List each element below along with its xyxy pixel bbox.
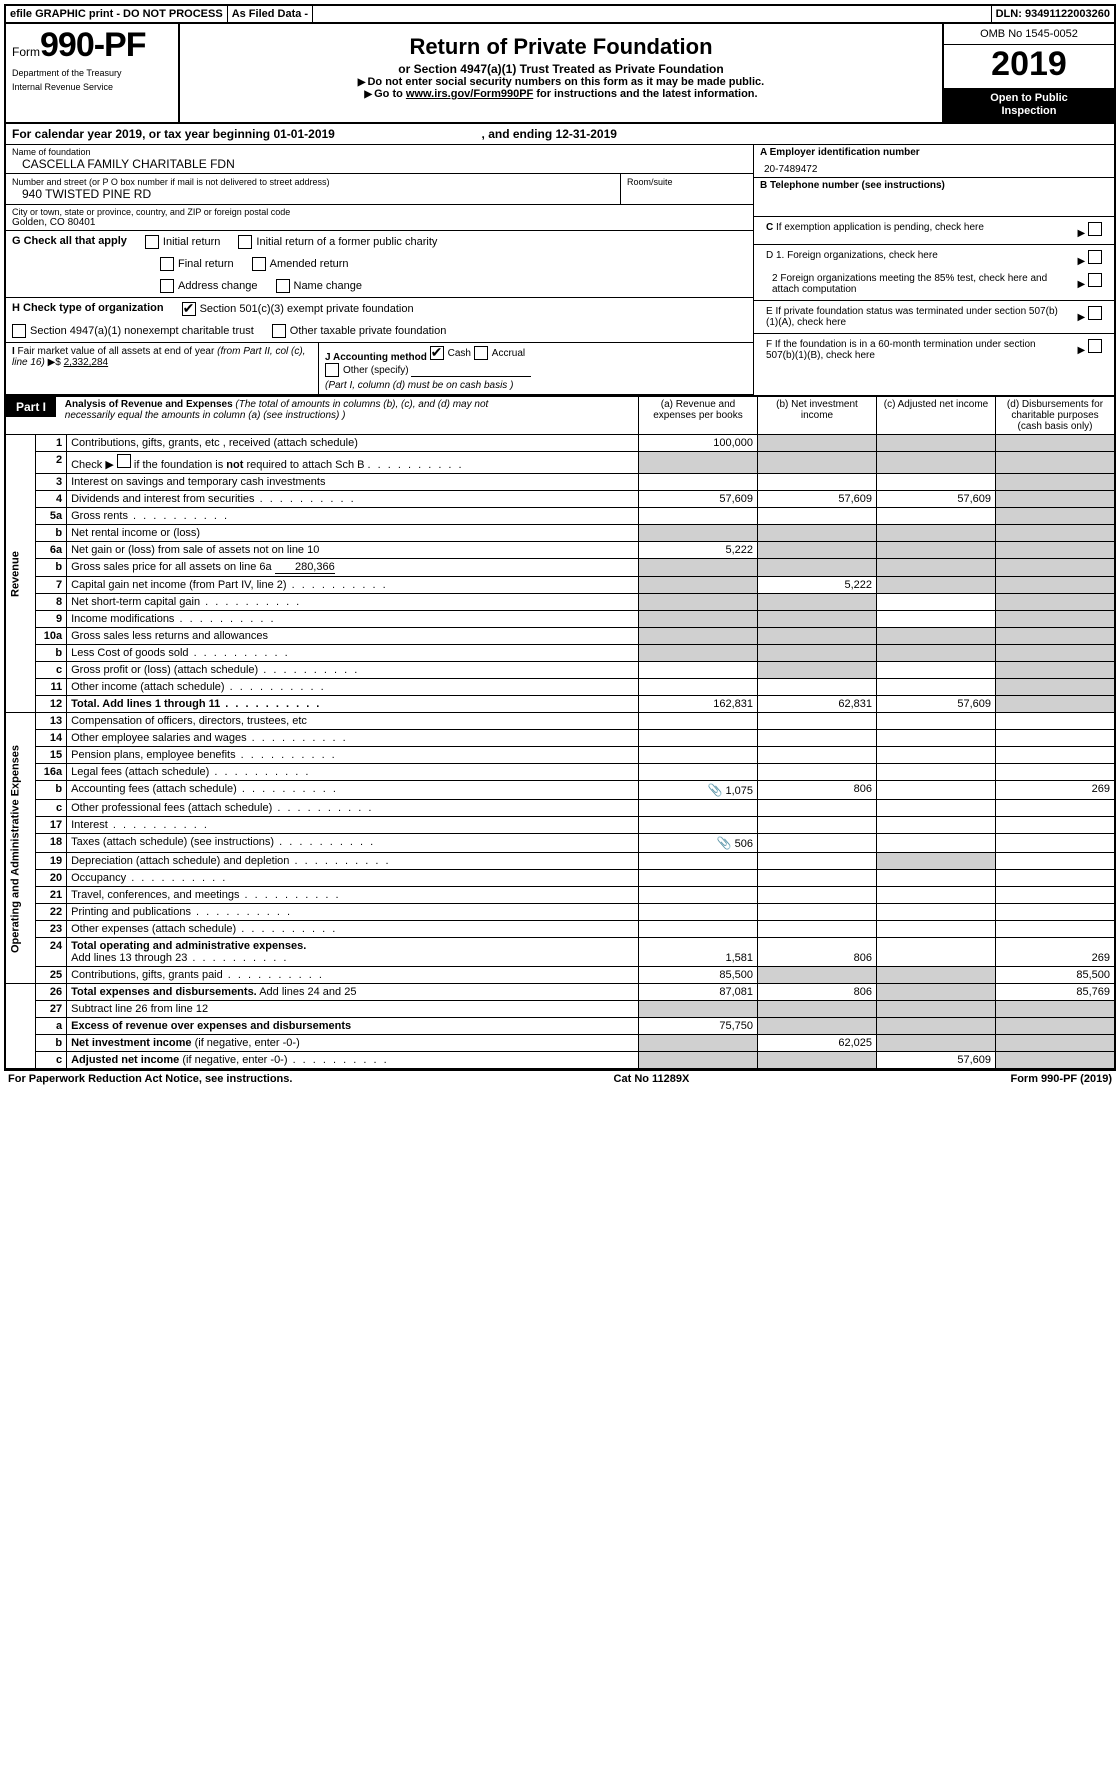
chk-address-change[interactable]: Address change xyxy=(160,279,258,293)
note-link: Go to www.irs.gov/Form990PF for instruct… xyxy=(186,88,936,100)
col-d-header: (d) Disbursements for charitable purpose… xyxy=(996,396,1116,435)
section-h: H Check type of organization Section 501… xyxy=(6,298,753,343)
asfiled-label: As Filed Data - xyxy=(228,6,313,22)
form-word: Form xyxy=(12,45,40,59)
top-spacer xyxy=(313,6,992,22)
section-e: E If private foundation status was termi… xyxy=(754,301,1114,334)
irs-link[interactable]: www.irs.gov/Form990PF xyxy=(406,88,533,100)
chk-schb[interactable] xyxy=(117,454,131,468)
part1-table: Part I Analysis of Revenue and Expenses … xyxy=(4,395,1116,1069)
chk-d2[interactable] xyxy=(1088,273,1102,287)
tax-year: 2019 xyxy=(944,45,1114,88)
efile-label: efile GRAPHIC print - DO NOT PROCESS xyxy=(6,6,228,22)
chk-other-taxable[interactable]: Other taxable private foundation xyxy=(272,324,447,338)
form-title: Return of Private Foundation xyxy=(186,34,936,60)
chk-4947a1[interactable]: Section 4947(a)(1) nonexempt charitable … xyxy=(12,324,254,338)
footer-center: Cat No 11289X xyxy=(614,1073,690,1085)
col-c-header: (c) Adjusted net income xyxy=(877,396,996,435)
form-header: Form990-PF Department of the Treasury In… xyxy=(4,24,1116,124)
header-center: Return of Private Foundation or Section … xyxy=(180,24,942,122)
section-c: C If exemption application is pending, c… xyxy=(754,217,1114,245)
chk-initial-former[interactable]: Initial return of a former public charit… xyxy=(238,235,437,249)
section-d: D 1. Foreign organizations, check here▶ … xyxy=(754,245,1114,301)
phone-cell: B Telephone number (see instructions) xyxy=(754,178,1114,217)
city-cell: City or town, state or province, country… xyxy=(6,205,753,231)
chk-initial-return[interactable]: Initial return xyxy=(145,235,220,249)
col-a-header: (a) Revenue and expenses per books xyxy=(639,396,758,435)
note-ssn: Do not enter social security numbers on … xyxy=(186,76,936,88)
omb-number: OMB No 1545-0052 xyxy=(944,24,1114,45)
chk-c[interactable] xyxy=(1088,222,1102,236)
expenses-label: Operating and Administrative Expenses xyxy=(5,713,36,984)
page-footer: For Paperwork Reduction Act Notice, see … xyxy=(4,1069,1116,1087)
chk-accrual[interactable]: Accrual xyxy=(474,346,525,360)
foundation-name-cell: Name of foundation CASCELLA FAMILY CHARI… xyxy=(6,145,753,174)
section-g: G Check all that apply Initial return In… xyxy=(6,231,753,298)
identification-block: Name of foundation CASCELLA FAMILY CHARI… xyxy=(4,145,1116,395)
chk-name-change[interactable]: Name change xyxy=(276,279,363,293)
ein-cell: A Employer identification number 20-7489… xyxy=(754,145,1114,178)
attachment-icon[interactable]: 📎 xyxy=(707,783,722,797)
chk-other-method[interactable]: Other (specify) xyxy=(325,363,409,377)
calendar-year-line: For calendar year 2019, or tax year begi… xyxy=(4,124,1116,145)
dept-line2: Internal Revenue Service xyxy=(12,83,172,93)
dept-line1: Department of the Treasury xyxy=(12,69,172,79)
top-bar: efile GRAPHIC print - DO NOT PROCESS As … xyxy=(4,4,1116,24)
chk-amended-return[interactable]: Amended return xyxy=(252,257,349,271)
footer-right: Form 990-PF (2019) xyxy=(1010,1073,1112,1085)
chk-e[interactable] xyxy=(1088,306,1102,320)
attachment-icon[interactable]: 📎 xyxy=(717,836,732,850)
chk-cash[interactable]: Cash xyxy=(430,346,471,360)
address-cell: Number and street (or P O box number if … xyxy=(6,174,753,205)
section-i-j: I Fair market value of all assets at end… xyxy=(6,343,753,395)
section-f: F If the foundation is in a 60-month ter… xyxy=(754,334,1114,366)
part1-label: Part I xyxy=(6,397,56,417)
chk-d1[interactable] xyxy=(1088,250,1102,264)
dln: DLN: 93491122003260 xyxy=(992,6,1114,22)
chk-final-return[interactable]: Final return xyxy=(160,257,234,271)
open-public-badge: Open to PublicInspection xyxy=(944,88,1114,122)
form-id-box: Form990-PF Department of the Treasury In… xyxy=(6,24,180,122)
footer-left: For Paperwork Reduction Act Notice, see … xyxy=(8,1073,292,1085)
col-b-header: (b) Net investment income xyxy=(758,396,877,435)
fmv-value: 2,332,284 xyxy=(64,357,109,368)
chk-501c3[interactable]: Section 501(c)(3) exempt private foundat… xyxy=(182,302,414,316)
revenue-label: Revenue xyxy=(5,435,36,713)
header-right: OMB No 1545-0052 2019 Open to PublicInsp… xyxy=(942,24,1114,122)
form-number: 990-PF xyxy=(40,26,146,64)
chk-f[interactable] xyxy=(1088,339,1102,353)
form-subtitle: or Section 4947(a)(1) Trust Treated as P… xyxy=(186,62,936,76)
